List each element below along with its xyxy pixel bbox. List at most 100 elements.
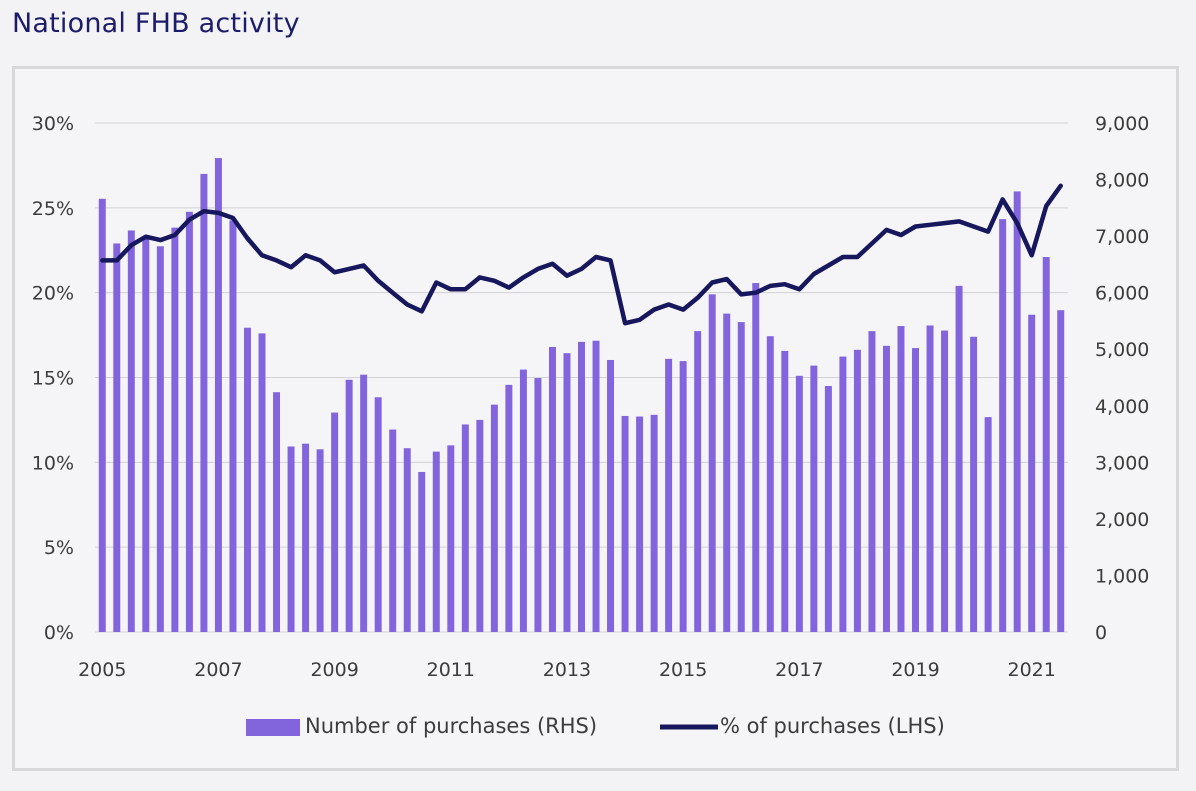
bar [607,359,615,632]
bar [156,246,164,632]
bar [171,227,179,632]
bar [316,449,324,632]
left-tick-label: 25% [32,198,74,220]
bar [1028,314,1036,632]
bar [694,331,702,632]
x-tick-label: 2007 [194,659,242,681]
bar [578,341,585,632]
bar [490,404,498,632]
left-tick-label: 10% [32,452,74,474]
legend-bar-label: Number of purchases (RHS) [305,714,597,738]
bar [795,375,803,632]
bar [1042,257,1050,632]
bar [98,198,106,633]
bars-group [98,158,1065,633]
bar [389,429,397,632]
right-tick-label: 1,000 [1095,565,1149,587]
bar [374,397,382,632]
x-tick-label: 2015 [659,659,707,681]
bar [868,331,876,632]
x-tick-label: 2013 [543,659,591,681]
bar [752,283,760,632]
bar [287,446,295,632]
right-tick-label: 6,000 [1095,283,1149,305]
right-tick-label: 7,000 [1095,226,1149,248]
x-tick-label: 2009 [310,659,358,681]
right-tick-label: 2,000 [1095,509,1149,531]
bar [142,238,150,632]
x-tick-label: 2021 [1008,659,1056,681]
x-tick-label: 2011 [427,659,475,681]
bar [665,358,673,632]
legend-bar-swatch [246,719,300,736]
bar [621,415,629,632]
bar [708,294,716,632]
x-axis-ticks: 2005 2007 2009 2011 2013 2015 2017 2019 2021 [78,659,1056,681]
bar [331,412,339,632]
bar [548,346,556,632]
right-tick-label: 8,000 [1095,170,1149,192]
chart-frame: 0% 5% 10% 15% 20% 25% 30% 0 1,000 2,000 3,000 4,00… [12,66,1179,771]
bar [882,345,890,632]
bar [403,448,411,632]
bar [897,326,905,632]
bar [229,220,237,632]
right-tick-label: 0 [1095,622,1107,644]
bar [345,379,353,632]
bar [432,451,440,632]
line-group [100,183,1063,326]
x-tick-label: 2017 [775,659,823,681]
bar [127,230,135,632]
bar [214,158,222,632]
bar [1057,310,1065,632]
bar [636,416,644,632]
bar [824,385,832,632]
bar [258,333,266,632]
bar [592,340,600,632]
right-tick-label: 5,000 [1095,339,1149,361]
bar [766,336,774,632]
bar [505,384,513,632]
bar [302,443,310,632]
legend-line-label: % of purchases (LHS) [720,714,945,738]
page-title: National FHB activity [12,8,300,39]
left-tick-label: 15% [32,368,74,390]
legend: Number of purchases (RHS) % of purchases… [246,714,945,738]
bar [461,424,469,632]
chart-svg: 0% 5% 10% 15% 20% 25% 30% 0 1,000 2,000 3,000 4,00… [32,113,1150,738]
left-tick-label: 5% [44,537,74,559]
bar [781,350,789,632]
left-tick-label: 0% [44,622,74,644]
right-tick-label: 3,000 [1095,452,1149,474]
x-tick-label: 2019 [891,659,939,681]
right-axis-ticks: 0 1,000 2,000 3,000 4,000 5,000 6,000 7,000 8,00… [1095,113,1149,644]
bar [200,173,208,632]
bar [113,243,121,633]
bar [723,313,731,632]
right-tick-label: 9,000 [1095,113,1149,135]
bar [984,417,992,632]
bar [970,336,978,632]
bar [185,211,193,632]
bar [519,369,527,632]
bar [273,392,281,632]
bar [853,349,861,632]
bar [912,348,920,632]
bar [360,374,368,632]
left-axis-ticks: 0% 5% 10% 15% 20% 25% 30% [32,113,74,644]
bar [737,322,745,632]
x-tick-label: 2005 [78,659,126,681]
bar [679,361,687,632]
bar [1013,191,1021,632]
left-tick-label: 20% [32,283,74,305]
bar [243,327,251,632]
bar [476,419,484,632]
left-tick-label: 30% [32,113,74,135]
right-tick-label: 4,000 [1095,396,1149,418]
bar [926,325,934,632]
line-series-path [100,183,1063,326]
bar [563,353,571,632]
bar [418,471,426,632]
bar [955,285,963,632]
bar [941,330,949,632]
